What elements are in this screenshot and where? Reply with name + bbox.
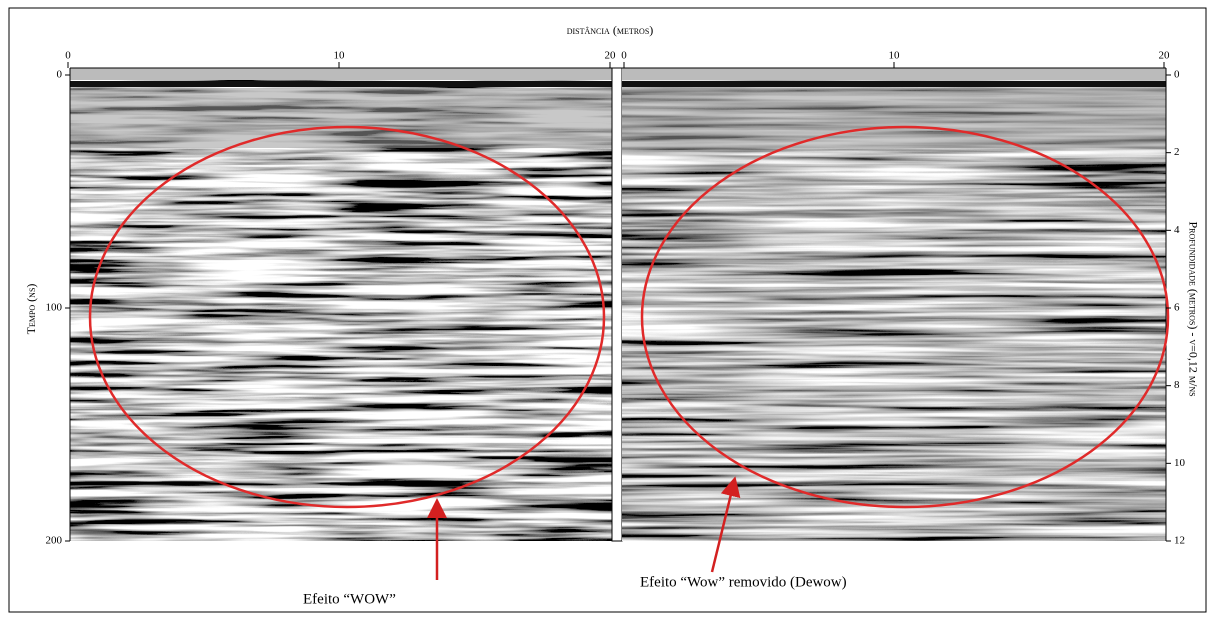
time-axis-label: Tempo (ns) [24, 284, 38, 335]
y-tick-label: 6 [1174, 302, 1180, 314]
y-tick-label: 0 [1174, 69, 1180, 81]
annotation: Efeito “Wow” removido (Dewow) [640, 574, 847, 590]
y-tick-label: 2 [1174, 146, 1180, 158]
x-tick-label: 0 [65, 50, 71, 62]
x-tick-label: 0 [621, 50, 627, 62]
frame [8, 7, 1207, 613]
highlight-ellipse [88, 125, 606, 509]
arrow [710, 476, 741, 573]
figure-title: distância (metros) [567, 23, 654, 37]
y-tick-label: 8 [1174, 379, 1180, 391]
annotation: Efeito “WOW” [303, 591, 396, 607]
y-tick-label: 10 [1174, 457, 1186, 469]
depth-axis-label: Profundidade (metros) - v=0,12 m/ns [1186, 221, 1200, 396]
y-tick-label: 4 [1174, 224, 1180, 236]
highlight-ellipse [640, 125, 1170, 509]
panel-gap [611, 67, 623, 542]
y-tick-label: 200 [46, 535, 63, 547]
x-tick-label: 10 [889, 50, 901, 62]
x-tick-label: 20 [605, 50, 617, 62]
radargram-right [622, 68, 1166, 541]
radargram-left [70, 68, 612, 541]
x-tick-label: 10 [334, 50, 346, 62]
y-tick-label: 0 [57, 69, 63, 81]
y-tick-label: 12 [1174, 535, 1185, 547]
y-tick-label: 100 [46, 302, 63, 314]
x-tick-label: 20 [1159, 50, 1171, 62]
